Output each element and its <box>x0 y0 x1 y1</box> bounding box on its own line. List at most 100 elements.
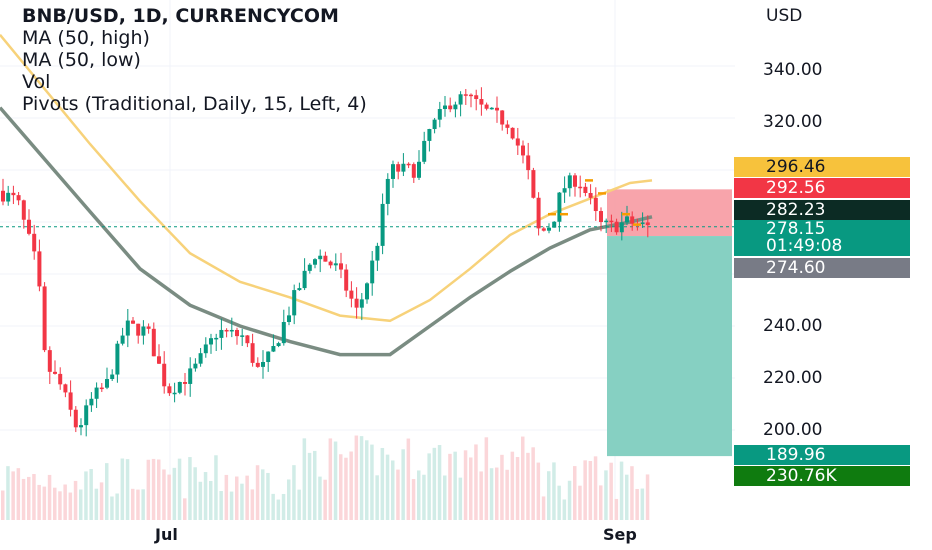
legend-pivots[interactable]: Pivots (Traditional, Daily, 15, Left, 4) <box>22 93 367 115</box>
candle-body <box>240 335 245 337</box>
candle-body <box>271 346 276 352</box>
candle-body <box>437 109 442 120</box>
volume-bar <box>469 457 473 520</box>
volume-bar <box>235 476 239 520</box>
candle-body <box>266 351 271 363</box>
volume-bar <box>552 462 556 520</box>
candle-body <box>599 211 603 223</box>
candle-body <box>448 105 453 110</box>
candle-body <box>588 192 593 198</box>
volume-bar <box>250 489 255 520</box>
candle-body <box>370 260 375 284</box>
volume-bar <box>120 458 125 520</box>
legend-ma-high[interactable]: MA (50, high) <box>22 27 150 49</box>
candle-body <box>521 145 525 156</box>
take-profit-price-tag[interactable]: 189.96 <box>734 445 910 465</box>
candle-body <box>115 343 120 375</box>
candle-body <box>458 94 463 105</box>
candle-body <box>328 261 333 266</box>
volume-bar <box>307 452 312 520</box>
volume-bar <box>302 438 307 520</box>
symbol-title[interactable]: BNB/USD, 1D, CURRENCYCOM <box>22 5 339 27</box>
volume-bar <box>32 474 36 520</box>
entry-price-tag[interactable]: 274.60 <box>734 258 910 278</box>
volume-bar <box>115 493 119 520</box>
volume-bar <box>614 498 619 520</box>
x-tick-label: Sep <box>603 525 637 544</box>
volume-bar <box>619 461 624 520</box>
volume-bar <box>16 468 21 520</box>
volume-bar <box>443 475 447 520</box>
candle-body <box>27 219 31 234</box>
volume-bar <box>214 455 218 520</box>
volume-bar <box>271 493 275 520</box>
last-price-value: 278.15 <box>766 219 826 239</box>
volume-bar <box>1 490 5 520</box>
pivot-resistance-price-tag[interactable]: 296.46 <box>734 157 910 177</box>
volume-bar <box>105 463 109 520</box>
volume-bar <box>58 491 62 520</box>
stop-loss-price-tag[interactable]: 292.56 <box>734 178 910 198</box>
candlesticks <box>1 87 650 437</box>
candle-body <box>619 222 624 233</box>
volume-bar <box>417 470 421 520</box>
candle-body <box>188 368 193 384</box>
bar-countdown: 01:49:08 <box>766 236 843 256</box>
candle-body <box>73 409 78 428</box>
currency-label[interactable]: USD <box>766 6 803 26</box>
candle-body <box>417 161 421 178</box>
volume-bar <box>640 488 645 520</box>
volume-bar <box>141 489 145 520</box>
last-price-tag[interactable]: 278.15 01:49:08 <box>734 220 910 256</box>
candle-body <box>474 95 479 100</box>
candle-body <box>151 328 156 357</box>
volume-bar <box>432 447 437 520</box>
candle-body <box>427 129 432 141</box>
candle-body <box>53 371 57 374</box>
candle-body <box>162 363 167 387</box>
candle-body <box>339 263 343 270</box>
y-tick-label: 340.00 <box>763 60 823 80</box>
volume-bar <box>99 482 104 520</box>
candle-body <box>99 387 104 390</box>
take-profit-zone[interactable] <box>607 236 732 457</box>
candle-body <box>1 190 5 202</box>
candle-body <box>593 197 598 212</box>
volume-bar <box>339 454 343 520</box>
volume-bar <box>219 491 223 520</box>
pivot-point-price-tag[interactable]: 282.23 <box>734 200 910 220</box>
volume-bar <box>635 488 639 520</box>
volume-bar <box>313 450 317 520</box>
candle-body <box>224 329 229 332</box>
volume-bar <box>536 462 541 520</box>
legend-ma-low[interactable]: MA (50, low) <box>22 49 141 71</box>
volume-bar <box>11 471 15 520</box>
volume-bar <box>427 453 431 520</box>
candle-body <box>172 392 177 395</box>
volume-bar <box>609 462 613 520</box>
ma-50-high-line <box>0 34 653 323</box>
stop-loss-zone[interactable] <box>607 189 732 237</box>
candle-body <box>541 228 546 231</box>
candle-body <box>354 298 359 308</box>
volume-bar <box>573 466 577 520</box>
candle-body <box>391 164 395 179</box>
volume-tag[interactable]: 230.76K <box>734 466 910 486</box>
candle-body <box>422 140 427 162</box>
candle-body <box>183 382 187 384</box>
candle-body <box>396 164 401 172</box>
candle-body <box>375 245 380 261</box>
legend-vol[interactable]: Vol <box>22 71 51 93</box>
candle-body <box>505 124 510 128</box>
candle-body <box>453 104 458 110</box>
volume-bar <box>328 438 333 520</box>
candle-body <box>484 104 489 109</box>
candle-body <box>58 373 63 385</box>
volume-bar <box>354 435 359 520</box>
volume-bar <box>495 467 499 520</box>
candle-body <box>131 320 135 324</box>
volume-bar <box>385 454 390 520</box>
candle-body <box>463 94 468 96</box>
candle-body <box>531 170 536 198</box>
